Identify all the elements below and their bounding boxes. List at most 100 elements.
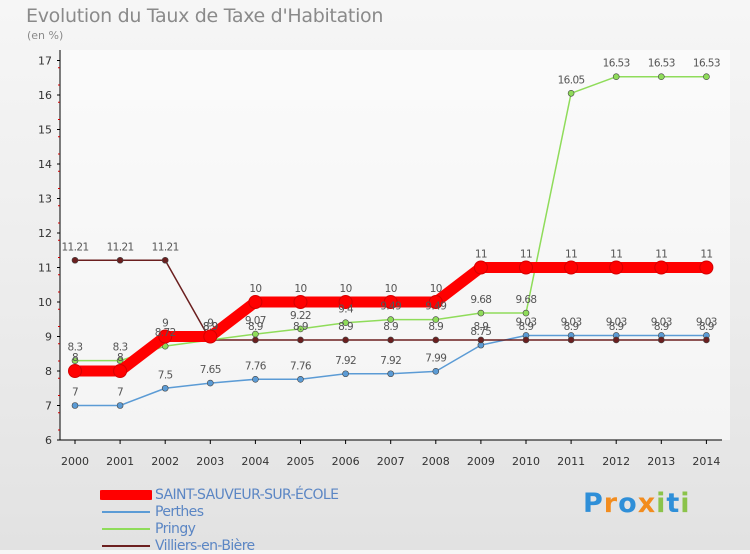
y-tick-label: 11 xyxy=(38,262,52,275)
y-tick-label: 12 xyxy=(38,227,52,240)
legend-item: Villiers-en-Bière xyxy=(100,537,338,554)
data-label: 7.99 xyxy=(425,352,446,364)
data-label: 11 xyxy=(475,249,487,261)
data-label: 7.92 xyxy=(380,355,401,367)
data-point xyxy=(158,329,173,344)
data-label: 11 xyxy=(565,249,577,261)
data-label: 8.9 xyxy=(203,321,218,333)
data-point xyxy=(609,260,624,275)
x-tick-label: 2006 xyxy=(332,455,360,468)
data-label: 8.9 xyxy=(519,321,534,333)
data-label: 9.22 xyxy=(290,310,311,322)
data-label: 7.5 xyxy=(158,369,173,381)
x-tick-label: 2007 xyxy=(377,455,405,468)
legend-item: Pringy xyxy=(100,520,338,537)
data-point xyxy=(71,357,79,364)
data-point xyxy=(297,325,304,333)
data-point xyxy=(113,364,128,378)
data-label: 8.9 xyxy=(699,321,714,333)
data-point xyxy=(116,402,124,409)
y-tick-label: 13 xyxy=(38,193,52,206)
data-label: 8.72 xyxy=(155,327,176,339)
x-tick-label: 2008 xyxy=(422,455,450,468)
data-label: 7 xyxy=(117,387,123,399)
y-tick-label: 10 xyxy=(38,296,52,309)
data-point xyxy=(473,260,488,275)
data-point xyxy=(657,336,665,344)
data-label: 8 xyxy=(117,352,123,364)
data-label: 9.03 xyxy=(696,316,717,328)
data-point xyxy=(71,256,79,264)
data-label: 8.9 xyxy=(654,321,669,333)
data-label: 9.68 xyxy=(470,294,491,306)
y-tick-label: 6 xyxy=(45,434,52,447)
data-label: 11 xyxy=(700,249,712,261)
data-point xyxy=(477,309,485,317)
data-label: 16.53 xyxy=(603,58,630,70)
data-label: 9.03 xyxy=(606,316,627,328)
data-point xyxy=(567,89,575,97)
data-label: 9.03 xyxy=(561,316,582,328)
x-tick-label: 2002 xyxy=(151,455,179,468)
data-label: 8.3 xyxy=(113,342,128,354)
data-point xyxy=(248,295,263,309)
data-point xyxy=(519,260,533,275)
x-tick-label: 2000 xyxy=(61,455,89,468)
data-label: 10 xyxy=(340,283,352,295)
data-point xyxy=(338,295,353,309)
data-point xyxy=(703,336,710,344)
data-label: 9.03 xyxy=(651,316,672,328)
data-label: 11.21 xyxy=(152,241,179,253)
x-tick-label: 2001 xyxy=(106,455,134,468)
data-point xyxy=(252,375,259,383)
data-point xyxy=(564,260,579,275)
data-point xyxy=(703,73,710,81)
data-label: 8.9 xyxy=(203,321,218,333)
data-point xyxy=(387,336,395,344)
data-label: 8.9 xyxy=(564,321,579,333)
data-label: 11.21 xyxy=(107,241,134,253)
x-tick-label: 2003 xyxy=(196,455,224,468)
data-label: 9 xyxy=(162,318,168,330)
data-label: 11 xyxy=(610,249,622,261)
legend-label-saint-sauveur: SAINT-SAUVEUR-SUR-ÉCOLE xyxy=(155,486,339,503)
x-tick-label: 2013 xyxy=(647,455,675,468)
data-label: 8.9 xyxy=(428,321,443,333)
y-tick-label: 9 xyxy=(45,331,52,344)
data-label: 8.9 xyxy=(293,321,308,333)
data-label: 7.76 xyxy=(245,360,267,372)
data-point xyxy=(522,309,530,317)
data-point xyxy=(342,370,349,378)
data-label: 9.03 xyxy=(516,316,537,328)
chart-unit-label: (en %) xyxy=(27,29,64,42)
data-label: 8.9 xyxy=(473,321,488,333)
data-label: 8 xyxy=(72,352,78,364)
data-label: 9.49 xyxy=(380,301,401,313)
data-point xyxy=(252,330,259,338)
data-point xyxy=(161,256,169,264)
data-label: 7.76 xyxy=(290,360,312,372)
data-label: 10 xyxy=(249,283,261,295)
legend-label-villiers: Villiers-en-Bière xyxy=(155,537,255,554)
data-point xyxy=(612,336,620,344)
data-label: 10 xyxy=(294,283,306,295)
data-label: 8.75 xyxy=(470,326,491,338)
data-point xyxy=(297,336,304,344)
chart-legend: SAINT-SAUVEUR-SUR-ÉCOLE Perthes Pringy V… xyxy=(100,486,339,554)
data-label: 8.9 xyxy=(383,321,398,333)
data-point xyxy=(432,316,440,323)
data-point xyxy=(207,379,214,387)
data-point xyxy=(342,319,349,327)
data-point xyxy=(71,402,79,409)
data-label: 16.05 xyxy=(558,74,585,86)
legend-label-perthes: Perthes xyxy=(155,503,204,520)
data-point xyxy=(428,295,443,309)
y-tick-label: 15 xyxy=(38,124,52,137)
x-tick-label: 2009 xyxy=(467,455,495,468)
data-point xyxy=(654,260,669,275)
data-label: 9.07 xyxy=(245,315,266,327)
proxiti-logo: Proxiti xyxy=(583,488,691,519)
data-label: 8.3 xyxy=(68,342,83,354)
data-label: 7.65 xyxy=(200,364,221,376)
data-point xyxy=(612,73,620,81)
